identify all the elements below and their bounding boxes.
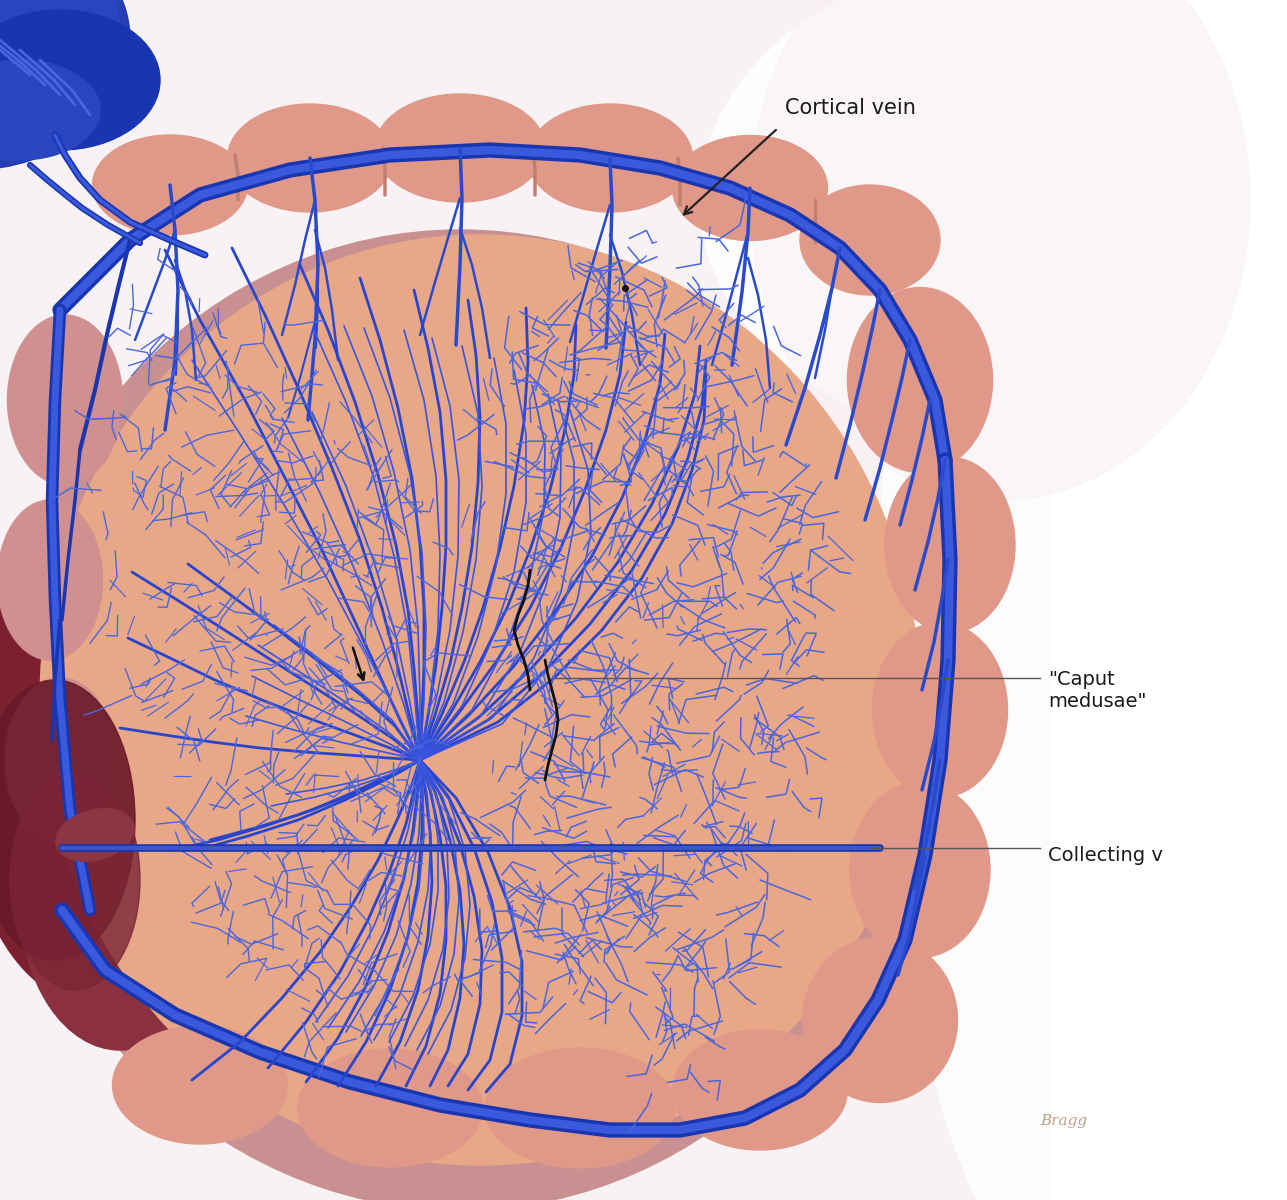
Ellipse shape <box>8 314 122 485</box>
Text: Bragg: Bragg <box>1040 1114 1088 1128</box>
Ellipse shape <box>528 104 692 212</box>
Ellipse shape <box>55 809 134 862</box>
Text: "Caput
medusae": "Caput medusae" <box>1048 670 1147 710</box>
Ellipse shape <box>0 500 103 660</box>
Ellipse shape <box>21 750 220 1050</box>
Ellipse shape <box>0 10 160 150</box>
Text: Collecting v: Collecting v <box>1048 846 1163 865</box>
Ellipse shape <box>0 520 210 1000</box>
Ellipse shape <box>700 0 1287 450</box>
Ellipse shape <box>0 680 135 960</box>
Ellipse shape <box>40 235 920 1165</box>
Ellipse shape <box>750 0 1250 500</box>
Ellipse shape <box>803 937 958 1103</box>
Ellipse shape <box>950 0 1287 250</box>
Ellipse shape <box>93 134 247 235</box>
Ellipse shape <box>10 770 140 990</box>
Ellipse shape <box>873 623 1008 798</box>
Ellipse shape <box>673 136 828 240</box>
Ellipse shape <box>228 104 393 212</box>
Ellipse shape <box>485 1048 674 1168</box>
Bar <box>1050 0 1287 1200</box>
Ellipse shape <box>801 185 940 295</box>
Ellipse shape <box>885 457 1015 632</box>
Ellipse shape <box>0 230 920 1200</box>
Text: Cortical vein: Cortical vein <box>785 98 916 118</box>
Ellipse shape <box>848 288 992 473</box>
Ellipse shape <box>880 0 1281 1200</box>
Ellipse shape <box>112 1026 287 1144</box>
Ellipse shape <box>0 60 100 160</box>
Ellipse shape <box>375 94 544 202</box>
Ellipse shape <box>0 0 120 130</box>
Ellipse shape <box>673 1030 848 1150</box>
Ellipse shape <box>5 678 115 842</box>
Ellipse shape <box>0 0 130 170</box>
Ellipse shape <box>297 1049 483 1166</box>
Ellipse shape <box>849 782 990 958</box>
